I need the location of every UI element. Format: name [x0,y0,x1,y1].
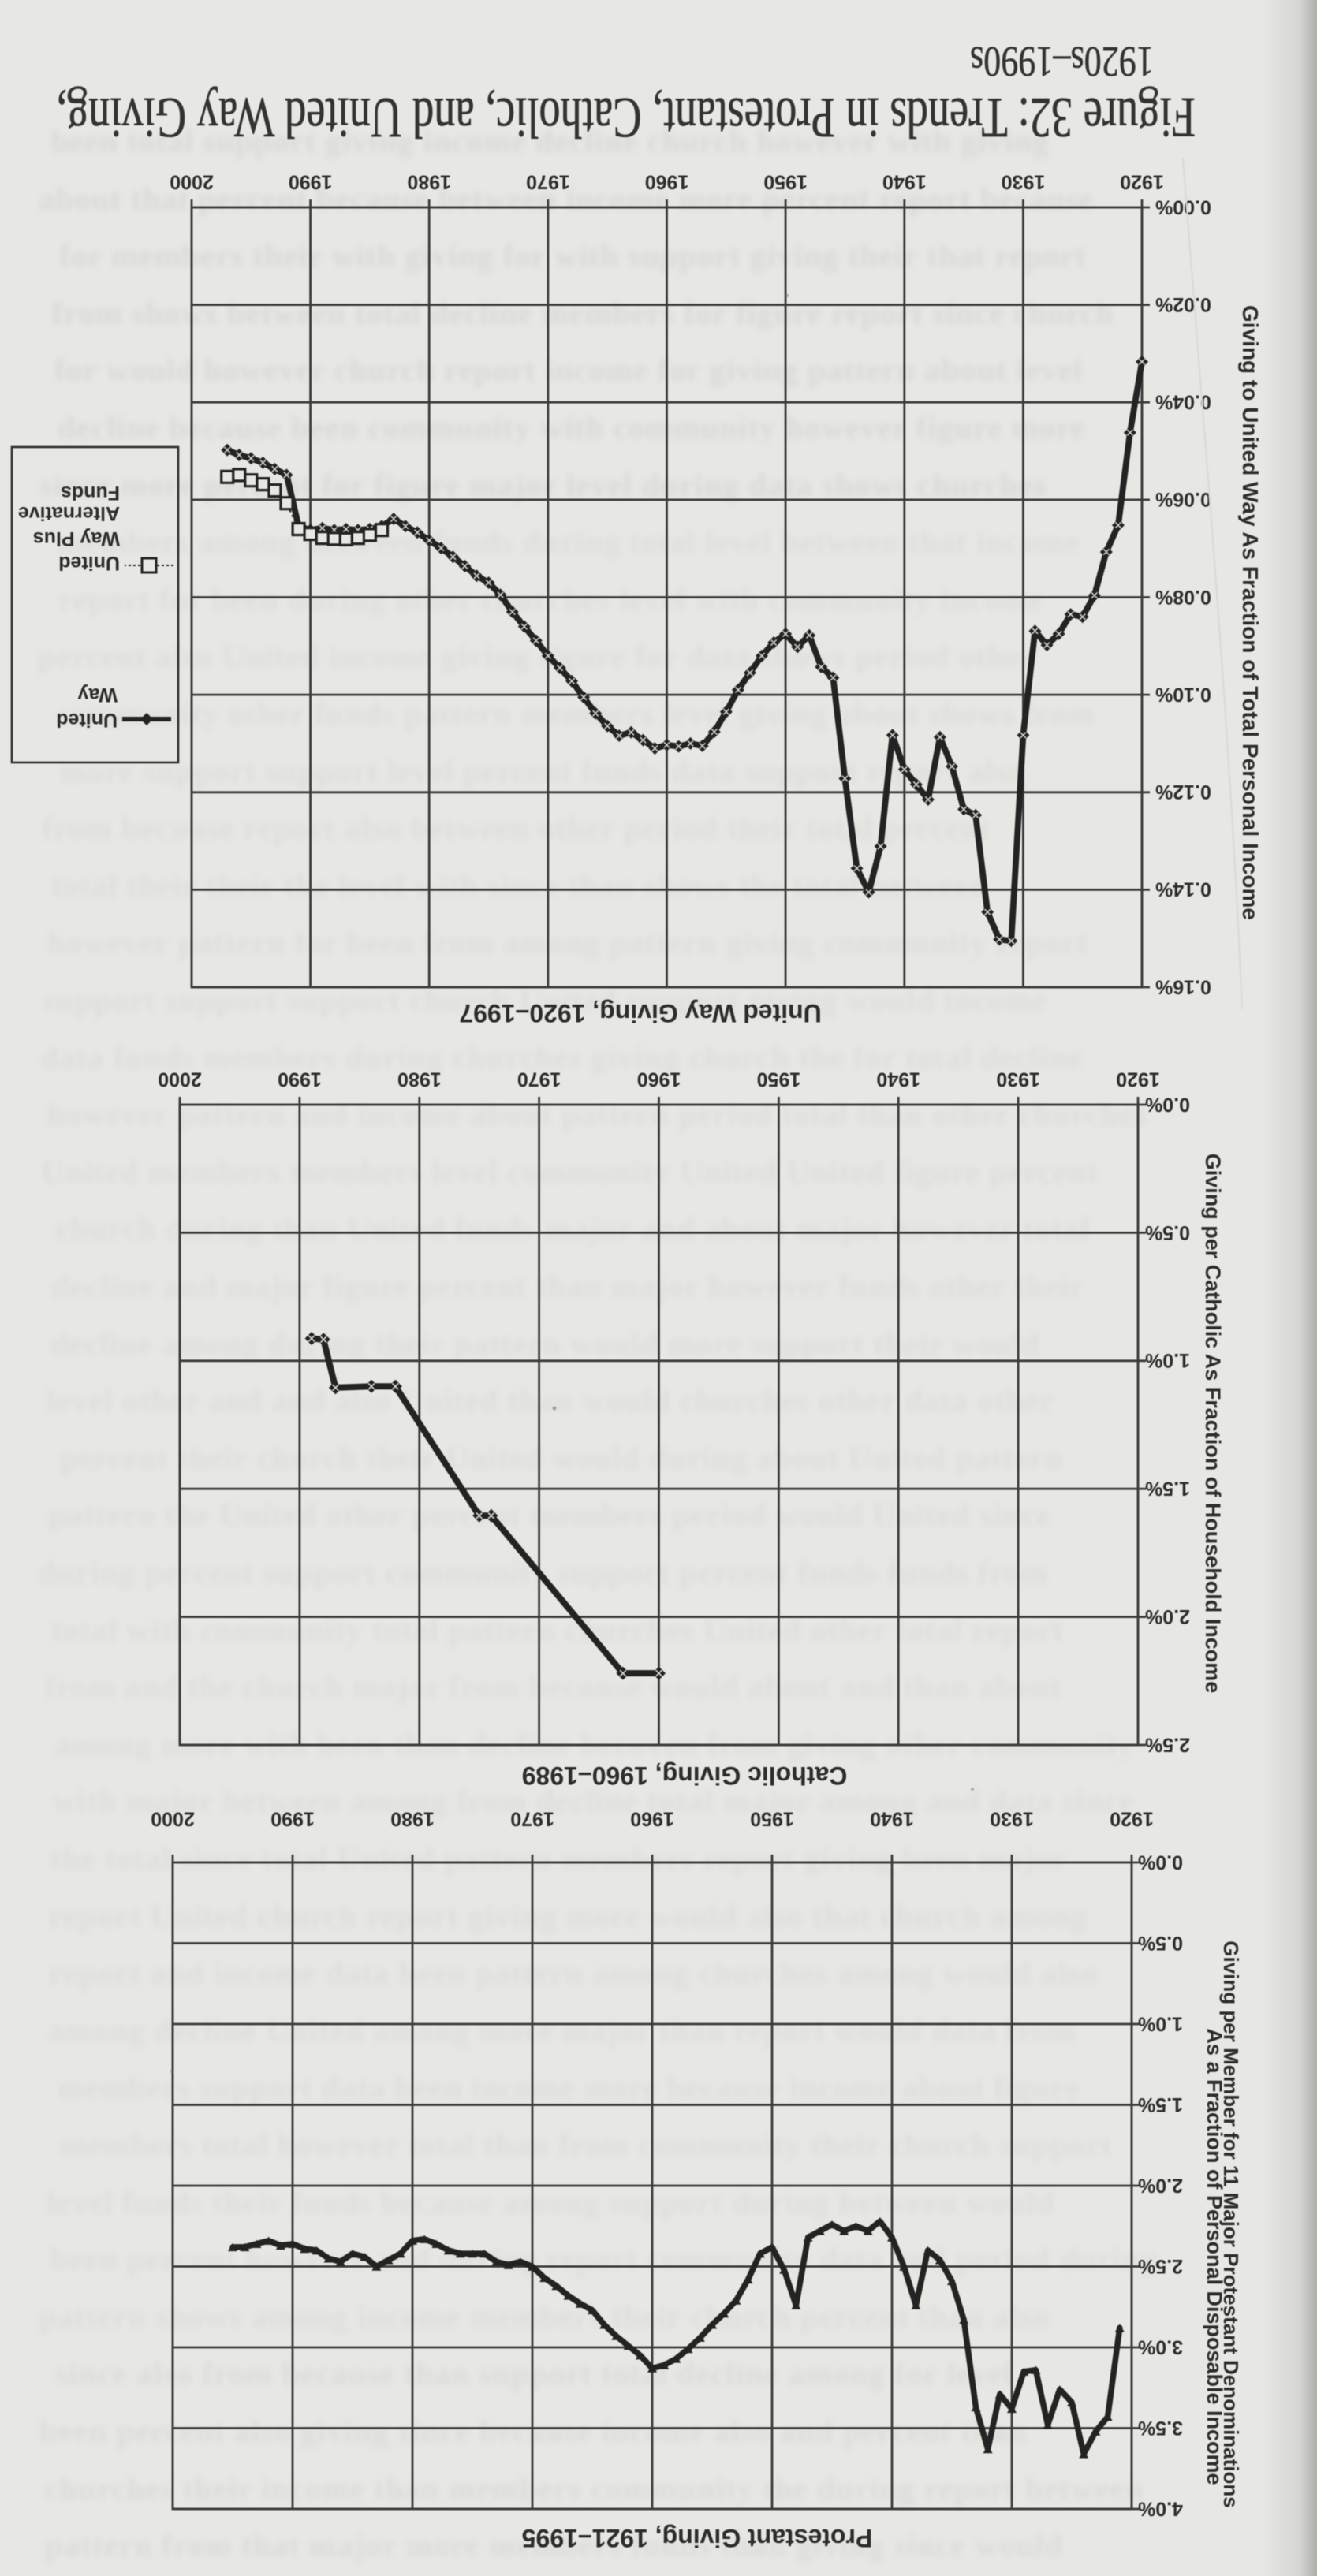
svg-text:0.16%: 0.16% [1155,975,1211,997]
svg-text:United: United [56,709,118,731]
svg-text:2.5%: 2.5% [1145,1733,1190,1755]
svg-text:1930: 1930 [996,1068,1040,1090]
svg-text:United Way Giving, 1920–1997: United Way Giving, 1920–1997 [459,999,821,1027]
svg-text:1990: 1990 [289,170,333,192]
svg-text:1.5%: 1.5% [1145,1478,1190,1500]
svg-text:2000: 2000 [158,1068,202,1090]
svg-text:Giving per Member for 11 Major: Giving per Member for 11 Major Protestan… [1219,1940,1243,2507]
svg-text:1920s–1990s: 1920s–1990s [970,38,1154,86]
svg-text:0.06%: 0.06% [1155,488,1211,510]
svg-text:1930: 1930 [1002,170,1046,192]
svg-text:2000: 2000 [151,1807,195,1829]
svg-text:1930: 1930 [990,1807,1034,1829]
svg-text:0.02%: 0.02% [1155,293,1211,315]
svg-text:1990: 1990 [278,1068,322,1090]
svg-text:1950: 1950 [763,170,808,192]
svg-text:1980: 1980 [390,1807,435,1829]
svg-text:Way Plus: Way Plus [33,528,120,550]
svg-text:1940: 1940 [882,170,927,192]
svg-text:0.12%: 0.12% [1155,781,1211,803]
svg-text:1920: 1920 [1110,1807,1154,1829]
svg-text:0.08%: 0.08% [1155,586,1211,608]
svg-text:Funds: Funds [61,482,120,504]
svg-text:As a Fraction of Personal Disp: As a Fraction of Personal Disposable Inc… [1203,2028,1226,2485]
svg-text:1970: 1970 [517,1068,561,1090]
svg-text:1920: 1920 [1120,170,1164,192]
svg-text:Giving to United Way As Fracti: Giving to United Way As Fraction of Tota… [1238,305,1263,920]
svg-text:1980: 1980 [397,1068,442,1090]
svg-text:1960: 1960 [645,170,689,192]
svg-text:1.0%: 1.0% [1145,1349,1190,1371]
svg-text:1990: 1990 [270,1807,315,1829]
svg-text:0.0%: 0.0% [1138,1851,1183,1873]
svg-text:0.10%: 0.10% [1155,684,1211,706]
svg-text:1970: 1970 [526,170,570,192]
svg-text:Way: Way [77,684,118,706]
svg-text:0.5%: 0.5% [1138,1932,1183,1954]
svg-text:1.5%: 1.5% [1138,2093,1183,2116]
svg-text:0.0%: 0.0% [1145,1093,1190,1115]
svg-text:3.5%: 3.5% [1138,2417,1183,2439]
svg-text:0.00%: 0.00% [1155,196,1211,218]
svg-text:1.0%: 1.0% [1138,2012,1183,2034]
svg-text:2000: 2000 [170,170,214,192]
svg-text:1940: 1940 [876,1068,920,1090]
svg-text:1960: 1960 [637,1068,681,1090]
svg-text:3.0%: 3.0% [1138,2336,1183,2358]
svg-text:Giving per Catholic As Fractio: Giving per Catholic As Fraction of House… [1201,1154,1225,1694]
svg-text:United: United [58,552,120,574]
svg-text:1970: 1970 [510,1807,554,1829]
svg-text:1950: 1950 [750,1807,794,1829]
svg-text:2.0%: 2.0% [1145,1605,1190,1627]
svg-text:0.14%: 0.14% [1155,878,1211,900]
svg-text:1940: 1940 [870,1807,914,1829]
svg-text:4.0%: 4.0% [1138,2497,1183,2519]
svg-text:Alternative: Alternative [18,502,120,524]
svg-text:1960: 1960 [630,1807,674,1829]
svg-text:0.5%: 0.5% [1145,1221,1190,1243]
svg-text:1920: 1920 [1116,1068,1160,1090]
svg-text:1980: 1980 [407,170,451,192]
svg-text:1950: 1950 [757,1068,801,1090]
svg-text:Protestant Giving, 1921–1995: Protestant Giving, 1921–1995 [522,2524,873,2552]
svg-text:2.0%: 2.0% [1138,2174,1183,2196]
svg-text:Figure 32: Trends in Protestan: Figure 32: Trends in Protestant, Catholi… [56,86,1196,149]
svg-text:Catholic Giving, 1960–1989: Catholic Giving, 1960–1989 [522,1761,848,1790]
svg-text:2.5%: 2.5% [1138,2255,1183,2277]
